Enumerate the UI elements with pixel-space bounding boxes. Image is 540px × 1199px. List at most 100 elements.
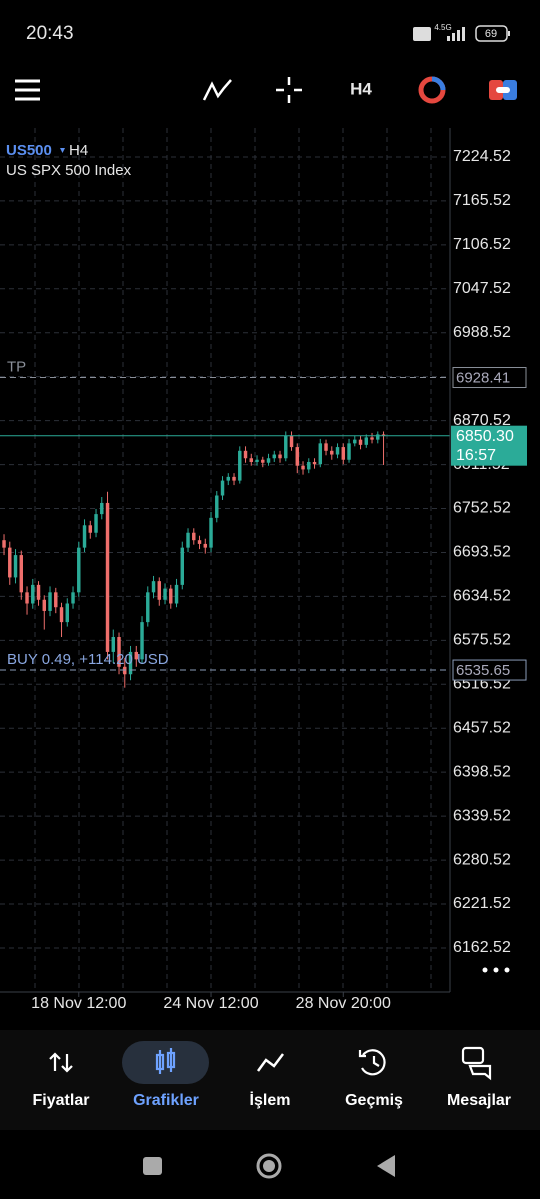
quotes-icon[interactable] (49, 1052, 73, 1073)
candle-body (209, 517, 213, 548)
candle-body (42, 599, 47, 611)
candle-body (128, 651, 133, 675)
candle-body (140, 622, 144, 660)
back-button[interactable] (377, 1155, 395, 1177)
candle-body (82, 525, 87, 548)
candle-body (335, 447, 340, 455)
y-tick-label: 6870.52 (453, 412, 511, 429)
history-icon[interactable] (358, 1049, 386, 1076)
status-time: 20:43 (26, 23, 74, 44)
y-tick-label: 6693.52 (453, 544, 511, 561)
y-tick-label: 6398.52 (453, 763, 511, 780)
position-price: 6535.65 (456, 662, 510, 679)
candle-body (226, 476, 231, 481)
candle-body (220, 480, 225, 496)
candle-body (341, 447, 346, 460)
signal-icon (447, 27, 465, 41)
menu-button[interactable] (15, 79, 40, 101)
candle-body (318, 443, 323, 465)
candle-body (36, 584, 41, 600)
symbol-description: US SPX 500 Index (6, 162, 132, 179)
bar-countdown: 16:57 (456, 447, 496, 464)
candle-body (289, 435, 294, 448)
candle-body (358, 439, 363, 445)
candle-body (163, 588, 167, 600)
charts-icon[interactable] (155, 1048, 176, 1074)
candle-body (134, 651, 139, 660)
candle-body (192, 532, 196, 541)
candle-body (94, 514, 98, 533)
nav-label[interactable]: Geçmiş (345, 1092, 403, 1109)
more-button[interactable] (482, 967, 510, 973)
candle-body (71, 592, 75, 604)
candle-body (48, 592, 52, 611)
y-tick-label: 6752.52 (453, 500, 511, 517)
candle-body (261, 459, 265, 463)
candle-body (381, 434, 386, 436)
symbol-dropdown[interactable] (60, 148, 65, 153)
one-click-button[interactable] (418, 76, 446, 104)
trade-icon[interactable] (256, 1053, 284, 1072)
tp-tag (452, 367, 527, 389)
chart-timeframe: H4 (69, 142, 88, 159)
candle-body (330, 450, 334, 455)
y-tick-label: 6457.52 (453, 719, 511, 736)
timeframe-button[interactable]: H4 (350, 79, 372, 98)
candle-body (376, 434, 380, 440)
nav-label[interactable]: Fiyatlar (33, 1092, 90, 1109)
candle-body (146, 592, 150, 623)
candle-body (180, 547, 185, 585)
y-tick-label: 6634.52 (453, 588, 511, 605)
candle-body (307, 461, 311, 470)
nav-label[interactable]: İşlem (250, 1091, 291, 1109)
current-price-tag (451, 425, 527, 466)
position-tag (452, 659, 527, 681)
candle-body (215, 495, 219, 518)
candle-body (203, 543, 208, 548)
crosshair-button[interactable] (276, 77, 302, 103)
candle-body (278, 454, 282, 459)
candle-body (105, 502, 110, 652)
x-tick-label: 24 Nov 12:00 (163, 995, 258, 1012)
candle-body (364, 437, 369, 445)
messages-icon[interactable] (461, 1046, 492, 1081)
nav-label[interactable]: Mesajlar (447, 1092, 511, 1109)
candle-body (295, 447, 300, 466)
candle-body (88, 525, 93, 533)
nav-label[interactable]: Grafikler (133, 1092, 199, 1109)
candle-body (197, 540, 202, 544)
candle-body (232, 476, 236, 481)
candle-body (151, 581, 156, 593)
battery-icon (475, 25, 508, 42)
candle-body (249, 458, 254, 462)
candle-body (255, 459, 259, 462)
candle-body (19, 555, 24, 593)
candle-body (266, 458, 271, 463)
candle-body (77, 547, 81, 593)
symbol[interactable]: US500 (6, 142, 52, 159)
candle-body (186, 532, 190, 548)
candle-body (117, 637, 121, 667)
x-tick-label: 28 Nov 20:00 (296, 995, 391, 1012)
candle-body (238, 450, 242, 481)
y-tick-label: 7047.52 (453, 280, 511, 297)
x-tick-label: 18 Nov 12:00 (31, 995, 126, 1012)
y-tick-label: 6339.52 (453, 807, 511, 824)
y-tick-label: 7106.52 (453, 236, 511, 253)
home-button[interactable] (256, 1153, 282, 1179)
trade-button[interactable] (489, 80, 517, 100)
candle-body (174, 584, 179, 604)
y-tick-label: 6575.52 (453, 632, 511, 649)
battery-tip (508, 31, 510, 36)
candle-body (284, 435, 288, 459)
candle-body (25, 592, 29, 604)
battery-level: 69 (485, 28, 497, 40)
candle-body (100, 502, 104, 515)
indicators-button[interactable] (202, 79, 232, 101)
recents-button[interactable] (143, 1157, 162, 1175)
candle-body (2, 540, 6, 548)
y-tick-label: 6280.52 (453, 851, 511, 868)
candle-body (324, 443, 328, 451)
